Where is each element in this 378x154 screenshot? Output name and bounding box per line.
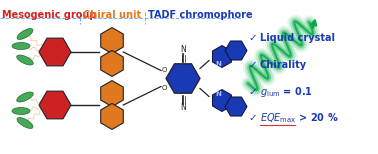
- Text: O: O: [161, 85, 167, 91]
- Text: $\mathit{EQE}_{\mathrm{max}}$ > 20 %: $\mathit{EQE}_{\mathrm{max}}$ > 20 %: [260, 111, 339, 125]
- Polygon shape: [225, 97, 247, 116]
- Text: TADF chromophore: TADF chromophore: [148, 10, 253, 20]
- Ellipse shape: [12, 43, 30, 49]
- Text: Chirality: Chirality: [260, 60, 307, 70]
- Text: Mesogenic group: Mesogenic group: [2, 10, 96, 20]
- Polygon shape: [101, 51, 123, 76]
- Polygon shape: [101, 81, 123, 107]
- Ellipse shape: [17, 55, 33, 65]
- Polygon shape: [212, 89, 232, 111]
- Text: Chiral unit: Chiral unit: [83, 10, 141, 20]
- Ellipse shape: [12, 107, 30, 115]
- Ellipse shape: [17, 92, 33, 102]
- Text: N: N: [215, 61, 221, 67]
- Text: ✓: ✓: [248, 60, 257, 70]
- Text: O: O: [161, 67, 167, 73]
- Polygon shape: [166, 64, 200, 93]
- Polygon shape: [39, 38, 71, 66]
- Text: $g_{\mathrm{lum}}$ = 0.1: $g_{\mathrm{lum}}$ = 0.1: [260, 85, 313, 99]
- Text: N: N: [180, 45, 186, 54]
- Text: ✓: ✓: [248, 113, 257, 123]
- Text: Liquid crystal: Liquid crystal: [260, 33, 335, 43]
- Ellipse shape: [17, 29, 33, 39]
- Text: ✓: ✓: [248, 87, 257, 97]
- Ellipse shape: [17, 118, 33, 128]
- Text: N: N: [180, 103, 186, 112]
- Text: ✓: ✓: [248, 33, 257, 43]
- Polygon shape: [101, 103, 123, 130]
- Text: N: N: [215, 91, 221, 97]
- Polygon shape: [212, 45, 232, 67]
- Polygon shape: [225, 41, 247, 60]
- Polygon shape: [39, 91, 71, 119]
- Polygon shape: [101, 28, 123, 54]
